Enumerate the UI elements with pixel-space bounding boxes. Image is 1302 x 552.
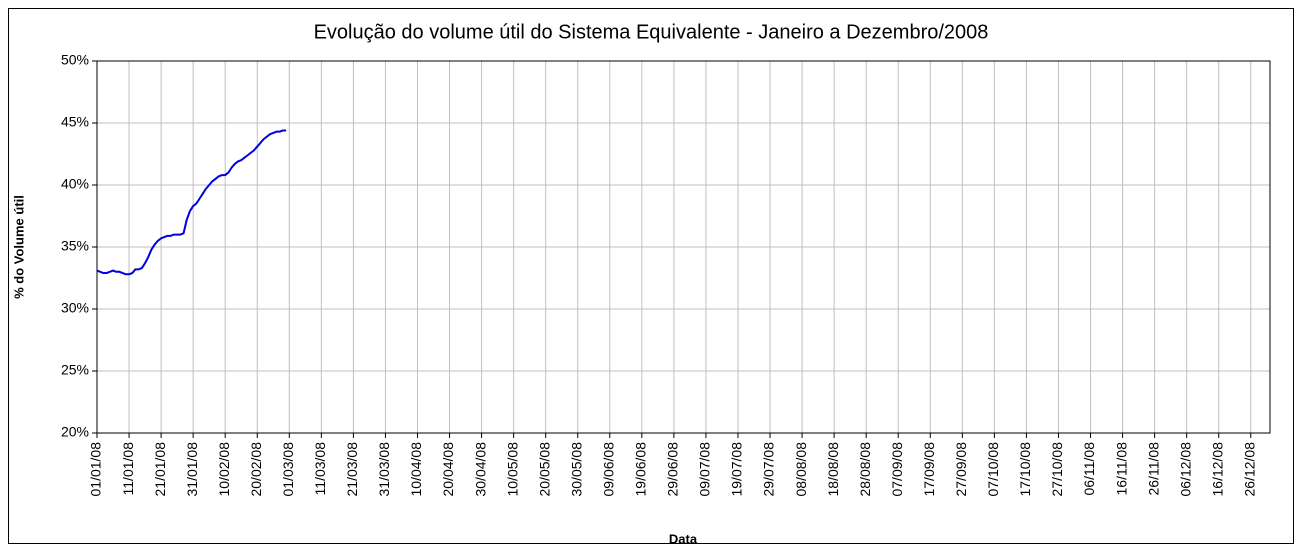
y-tick-label: 30% (61, 300, 89, 316)
x-tick-label: 08/08/08 (793, 442, 809, 497)
x-tick-label: 09/06/08 (600, 442, 616, 497)
x-tick-label: 01/03/08 (280, 442, 296, 497)
x-tick-label: 09/07/08 (697, 442, 713, 497)
x-tick-label: 10/04/08 (408, 442, 424, 497)
x-tick-label: 17/10/08 (1017, 442, 1033, 497)
y-axis-title: % do Volume útil (11, 195, 26, 299)
y-tick-label: 20% (61, 424, 89, 440)
x-tick-label: 18/08/08 (825, 442, 841, 497)
x-tick-label: 26/12/08 (1241, 442, 1257, 497)
x-tick-label: 06/12/08 (1177, 442, 1193, 497)
data-line (96, 129, 287, 276)
y-tick-label: 50% (61, 52, 89, 68)
x-tick-label: 11/01/08 (120, 442, 136, 496)
x-tick-label: 26/11/08 (1145, 442, 1161, 496)
x-tick-label: 19/07/08 (729, 442, 745, 497)
x-tick-label: 30/04/08 (472, 442, 488, 497)
x-axis-title: Data (669, 531, 698, 546)
x-tick-label: 27/09/08 (953, 442, 969, 497)
x-tick-label: 30/05/08 (568, 442, 584, 497)
x-tick-label: 07/09/08 (889, 442, 905, 497)
x-tick-label: 31/03/08 (376, 442, 392, 497)
y-tick-label: 35% (61, 238, 89, 254)
x-tick-label: 21/03/08 (344, 442, 360, 497)
x-tick-label: 16/12/08 (1209, 442, 1225, 497)
x-tick-label: 10/02/08 (216, 442, 232, 497)
x-tick-label: 19/06/08 (633, 442, 649, 497)
y-tick-label: 40% (61, 176, 89, 192)
x-tick-label: 07/10/08 (985, 442, 1001, 497)
x-tick-label: 10/05/08 (504, 442, 520, 497)
x-tick-label: 11/03/08 (312, 442, 328, 496)
x-tick-label: 29/07/08 (761, 442, 777, 497)
x-tick-label: 06/11/08 (1081, 442, 1097, 496)
y-tick-label: 25% (61, 362, 89, 378)
x-tick-label: 20/05/08 (536, 442, 552, 497)
chart-title: Evolução do volume útil do Sistema Equiv… (314, 21, 989, 43)
y-tick-label: 45% (61, 114, 89, 130)
x-tick-label: 20/04/08 (440, 442, 456, 497)
x-tick-label: 17/09/08 (921, 442, 937, 497)
x-tick-label: 28/08/08 (857, 442, 873, 497)
plot-area (96, 60, 1271, 434)
chart-frame (8, 8, 1294, 544)
x-tick-label: 29/06/08 (665, 442, 681, 497)
x-tick-label: 31/01/08 (184, 442, 200, 497)
x-tick-label: 21/01/08 (152, 442, 168, 497)
x-tick-label: 01/01/08 (88, 442, 104, 497)
x-tick-label: 27/10/08 (1049, 442, 1065, 497)
x-tick-label: 20/02/08 (248, 442, 264, 497)
x-tick-label: 16/11/08 (1113, 442, 1129, 496)
